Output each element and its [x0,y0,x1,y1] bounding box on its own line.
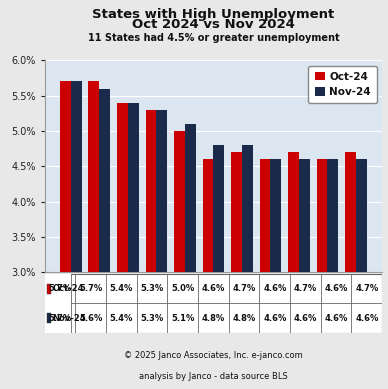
Bar [213,145,224,389]
Bar [174,131,185,389]
Bar [45,303,71,333]
Bar [356,159,367,389]
Text: 5.7%: 5.7% [48,314,72,322]
Text: 4.7%: 4.7% [232,284,256,293]
Text: 4.7%: 4.7% [355,284,378,293]
Legend: Oct-24, Nov-24: Oct-24, Nov-24 [308,65,377,103]
Text: 5.3%: 5.3% [140,284,164,293]
Text: 5.4%: 5.4% [110,314,133,322]
Bar [71,82,81,389]
Text: 4.6%: 4.6% [324,314,348,322]
Text: analysis by Janco - data source BLS: analysis by Janco - data source BLS [139,372,288,381]
Bar [231,152,242,389]
Bar [288,152,299,389]
Text: 4.6%: 4.6% [324,284,348,293]
Bar [203,159,213,389]
Text: 4.8%: 4.8% [202,314,225,322]
Text: 4.6%: 4.6% [355,314,379,322]
Text: 5.4%: 5.4% [110,284,133,293]
Text: 5.7%: 5.7% [48,284,72,293]
Bar [156,110,167,389]
Bar [345,152,356,389]
Bar [47,284,51,294]
Text: 5.1%: 5.1% [171,314,194,322]
Bar [317,159,327,389]
Text: 4.6%: 4.6% [202,284,225,293]
Text: 5.6%: 5.6% [79,314,102,322]
Bar [327,159,338,389]
Bar [242,145,253,389]
Text: 4.6%: 4.6% [294,314,317,322]
Text: Oct-24: Oct-24 [52,284,84,293]
Text: 4.7%: 4.7% [294,284,317,293]
Bar [45,274,71,303]
Text: 5.0%: 5.0% [171,284,194,293]
Bar [299,159,310,389]
Bar [60,82,71,389]
Text: 5.7%: 5.7% [79,284,102,293]
Bar [270,159,281,389]
Text: 5.3%: 5.3% [140,314,164,322]
Bar [117,103,128,389]
Bar [146,110,156,389]
Bar [128,103,139,389]
Bar [88,82,99,389]
Text: 4.6%: 4.6% [263,314,286,322]
Text: States with High Unemployment: States with High Unemployment [92,8,334,21]
Text: 4.8%: 4.8% [232,314,256,322]
Bar [260,159,270,389]
Text: Nov-24: Nov-24 [52,314,86,322]
Text: 11 States had 4.5% or greater unemployment: 11 States had 4.5% or greater unemployme… [88,33,339,43]
Bar [47,313,51,323]
Bar [99,89,110,389]
Text: Oct 2024 vs Nov 2024: Oct 2024 vs Nov 2024 [132,18,295,30]
Text: © 2025 Janco Associates, Inc. e-janco.com: © 2025 Janco Associates, Inc. e-janco.co… [124,351,303,360]
Text: 4.6%: 4.6% [263,284,286,293]
Bar [185,124,196,389]
